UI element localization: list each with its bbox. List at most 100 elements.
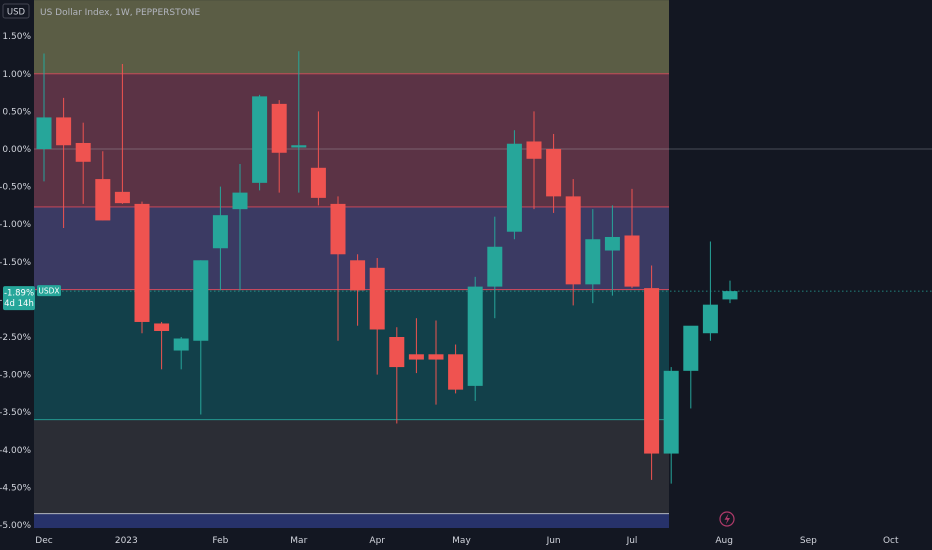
- candle-body: [506, 143, 522, 232]
- candle: [467, 276, 483, 401]
- candle: [565, 179, 581, 306]
- x-tick-label: Oct: [883, 536, 899, 546]
- candle: [310, 111, 326, 206]
- candle-body: [95, 179, 111, 221]
- y-tick-label: -2.50%: [0, 333, 31, 343]
- candle-body: [389, 337, 405, 368]
- currency-button[interactable]: USD: [2, 3, 30, 19]
- candle-body: [448, 354, 464, 390]
- candles: [36, 51, 738, 484]
- candle: [408, 318, 424, 374]
- candle-body: [624, 235, 640, 287]
- candle: [95, 151, 111, 221]
- candle: [193, 260, 209, 415]
- candle-body: [585, 239, 601, 285]
- price-tag: -1.89% 4d 14h USDX: [3, 285, 61, 311]
- candle-body: [408, 354, 424, 360]
- zone-band: [34, 419, 669, 514]
- candle: [448, 344, 464, 394]
- candle-body: [487, 246, 503, 287]
- candle: [154, 321, 170, 370]
- x-tick-label: Apr: [369, 536, 385, 546]
- candle: [75, 122, 91, 204]
- candle-body: [565, 196, 581, 285]
- y-tick-label: -0.50%: [0, 183, 31, 193]
- candle: [487, 216, 503, 319]
- zone-bands: [34, 0, 669, 528]
- chart-title: US Dollar Index, 1W, PEPPERSTONE: [40, 8, 200, 18]
- zone-band: [34, 0, 669, 74]
- candle: [683, 325, 699, 409]
- candle: [506, 130, 522, 240]
- candle: [663, 367, 679, 484]
- zone-band: [34, 289, 669, 420]
- price-tag-value: -1.89%: [4, 289, 34, 299]
- y-tick-label: 1.00%: [2, 70, 31, 80]
- candle-body: [75, 142, 91, 162]
- candle-body: [232, 192, 248, 210]
- candle-body: [428, 354, 444, 360]
- candle: [546, 133, 562, 213]
- price-tag-countdown: 4d 14h: [4, 299, 34, 309]
- candle: [173, 337, 189, 370]
- y-tick-label: -1.50%: [0, 258, 31, 268]
- zone-band: [34, 73, 669, 207]
- x-tick-label: Jul: [626, 536, 638, 546]
- candle: [644, 265, 660, 480]
- candle: [114, 64, 130, 204]
- zone-band: [34, 513, 669, 528]
- candle-body: [310, 167, 326, 198]
- candle-body: [663, 370, 679, 454]
- candle-body: [644, 288, 660, 454]
- currency-label: USD: [7, 8, 26, 18]
- candle: [604, 205, 620, 296]
- y-tick-label: -4.00%: [0, 446, 31, 456]
- candle-body: [546, 149, 562, 197]
- y-tick-label: -3.00%: [0, 371, 31, 381]
- candle-body: [271, 103, 287, 153]
- candle: [36, 53, 52, 182]
- x-tick-label: Mar: [290, 536, 307, 546]
- candle-body: [702, 304, 718, 334]
- candle: [624, 188, 640, 289]
- candle-body: [467, 286, 483, 386]
- candle: [369, 258, 385, 375]
- x-tick-label: May: [452, 536, 471, 546]
- candle: [428, 320, 444, 405]
- candle: [330, 196, 346, 341]
- candle-body: [722, 291, 738, 300]
- candle: [56, 97, 72, 228]
- y-tick-label: -4.50%: [0, 483, 31, 493]
- candle-body: [114, 191, 130, 204]
- candle: [212, 186, 228, 291]
- candle-body: [154, 323, 170, 331]
- y-tick-label: -5.00%: [0, 521, 31, 531]
- x-tick-label: Jun: [546, 536, 561, 546]
- y-axis[interactable]: 1.50% 1.00% 0.50% 0.00% -0.50% -1.00% -1.50% -2…: [0, 32, 31, 531]
- lightning-icon[interactable]: [719, 511, 735, 527]
- candle: [271, 100, 287, 193]
- candle-body: [604, 236, 620, 251]
- candle-body: [683, 325, 699, 371]
- x-tick-label: 2023: [115, 536, 138, 546]
- y-tick-label: 0.50%: [2, 107, 31, 117]
- x-axis[interactable]: Dec 2023 Feb Mar Apr May Jun Jul Aug Sep Oct: [35, 536, 899, 546]
- candle: [389, 327, 405, 424]
- candle-body: [36, 117, 52, 149]
- candle-body: [330, 203, 346, 255]
- candle: [252, 94, 268, 191]
- candle: [526, 111, 542, 210]
- y-tick-label: -3.50%: [0, 408, 31, 418]
- candle-body: [212, 215, 228, 249]
- y-tick-label: 1.50%: [2, 32, 31, 42]
- x-tick-label: Sep: [800, 536, 817, 546]
- candle-body: [291, 145, 307, 148]
- x-tick-label: Aug: [715, 536, 733, 546]
- candle-body: [173, 338, 189, 351]
- y-tick-label: 0.00%: [2, 145, 31, 155]
- symbol-label: USDX: [38, 287, 59, 296]
- candle: [134, 201, 150, 334]
- candle: [702, 241, 718, 341]
- candle: [722, 280, 738, 304]
